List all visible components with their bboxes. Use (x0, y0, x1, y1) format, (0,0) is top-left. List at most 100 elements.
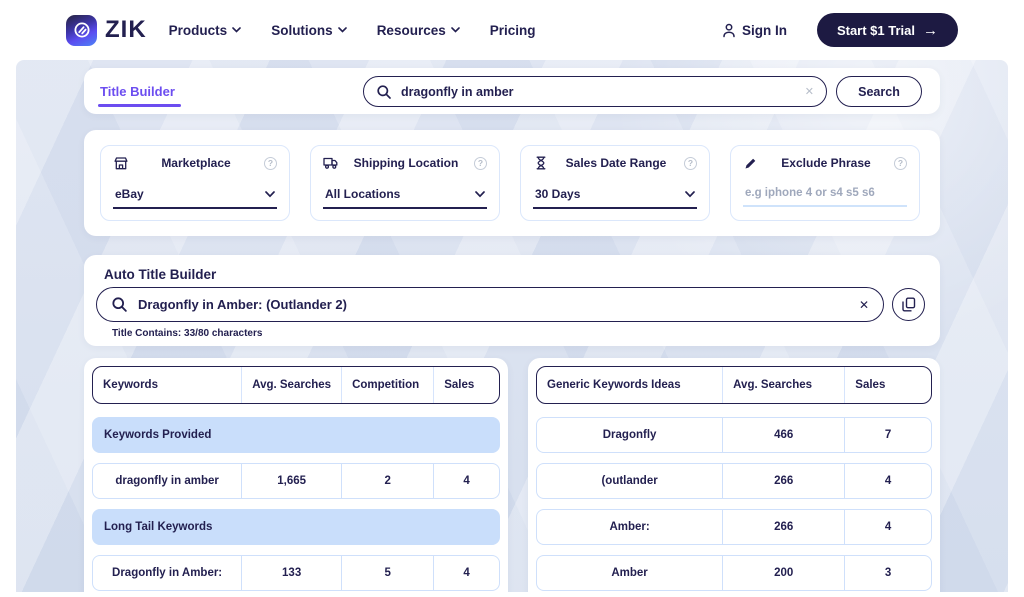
generic-table-header: Generic Keywords Ideas Avg. Searches Sal… (536, 366, 932, 404)
nav-resources-label: Resources (376, 22, 446, 38)
filter-shipping-location: Shipping Location ? All Locations (310, 145, 500, 221)
sign-in-label: Sign In (741, 22, 787, 38)
marketplace-select[interactable]: eBay (113, 187, 277, 209)
filter-exclude-phrase: Exclude Phrase ? e.g iphone 4 or s4 s5 s… (730, 145, 920, 221)
cell-competition: 2 (341, 464, 433, 498)
main-nav: Products Solutions Resources Pricing (169, 23, 536, 38)
arrow-right-icon: → (923, 21, 938, 39)
sign-in-link[interactable]: Sign In (722, 23, 787, 38)
cell-avg-searches: 266 (722, 464, 844, 498)
shipping-location-select[interactable]: All Locations (323, 187, 487, 209)
column-header: Sales (844, 367, 931, 403)
column-header: Avg. Searches (241, 367, 341, 403)
cell-sales: 4 (433, 464, 499, 498)
start-trial-label: Start $1 Trial (836, 22, 915, 38)
cell-sales: 7 (844, 418, 931, 452)
table-row[interactable]: Amber 200 3 (536, 555, 932, 591)
pencil-icon (743, 157, 758, 170)
auto-title-builder-panel: Auto Title Builder Dragonfly in Amber: (… (84, 255, 940, 346)
zik-logo-icon (66, 14, 97, 46)
nav-resources[interactable]: Resources (377, 23, 460, 38)
cell-avg-searches: 266 (722, 510, 844, 544)
table-row[interactable]: dragonfly in amber 1,665 2 4 (92, 463, 500, 499)
nav-pricing-label: Pricing (489, 22, 536, 38)
truck-icon (323, 157, 338, 169)
nav-pricing[interactable]: Pricing (490, 23, 536, 38)
table-row[interactable]: Dragonfly 466 7 (536, 417, 932, 453)
column-header: Generic Keywords Ideas (547, 379, 681, 391)
title-char-count: Title Contains: 33/80 characters (112, 328, 263, 339)
section-band-long-tail-keywords: Long Tail Keywords (92, 509, 500, 545)
column-header: Sales (433, 367, 499, 403)
top-navbar: ZIK Products Solutions Resources Pricing… (0, 0, 1024, 60)
chevron-down-icon (232, 27, 241, 33)
exclude-phrase-input[interactable]: e.g iphone 4 or s4 s5 s6 (743, 187, 907, 207)
cell-sales: 3 (844, 556, 931, 590)
section-band-keywords-provided: Keywords Provided (92, 417, 500, 453)
cell-avg-searches: 200 (722, 556, 844, 590)
cell-avg-searches: 466 (722, 418, 844, 452)
tab-title-builder-label: Title Builder (100, 83, 175, 99)
table-row[interactable]: Dragonfly in Amber: 133 5 4 (92, 555, 500, 591)
keyword-search-value: dragonfly in amber (401, 84, 514, 99)
filter-exclude-phrase-label: Exclude Phrase (781, 156, 871, 170)
filter-marketplace-label: Marketplace (161, 156, 231, 170)
column-header: Avg. Searches (722, 367, 844, 403)
nav-solutions[interactable]: Solutions (271, 23, 347, 38)
chevron-down-icon (265, 190, 275, 197)
auto-title-value: Dragonfly in Amber: (Outlander 2) (138, 297, 347, 312)
help-icon[interactable]: ? (894, 156, 907, 170)
hourglass-icon (533, 156, 548, 170)
filter-shipping-location-label: Shipping Location (353, 156, 459, 170)
cell-avg-searches: 1,665 (241, 464, 341, 498)
cell-keyword: Amber: (609, 521, 650, 533)
clear-search-icon[interactable]: ✕ (804, 86, 814, 98)
table-row[interactable]: Amber: 266 4 (536, 509, 932, 545)
help-icon[interactable]: ? (474, 156, 487, 170)
copy-icon (901, 297, 915, 312)
chevron-down-icon (337, 27, 347, 33)
sales-date-range-select[interactable]: 30 Days (533, 187, 697, 209)
help-icon[interactable]: ? (684, 156, 697, 170)
cell-keyword: Amber (611, 567, 648, 579)
table-row[interactable]: (outlander 266 4 (536, 463, 932, 499)
keyword-search-input[interactable]: dragonfly in amber ✕ (363, 76, 827, 107)
search-button[interactable]: Search (836, 76, 922, 107)
help-icon[interactable]: ? (264, 156, 277, 170)
column-header: Competition (341, 367, 433, 403)
column-header: Keywords (103, 379, 158, 391)
nav-products[interactable]: Products (169, 23, 242, 38)
title-builder-bar: Title Builder dragonfly in amber ✕ Searc… (84, 68, 940, 114)
cell-keyword: dragonfly in amber (115, 475, 219, 487)
cell-sales: 4 (844, 464, 931, 498)
storefront-icon (113, 156, 128, 170)
search-icon (377, 84, 391, 99)
filter-sales-date-range-label: Sales Date Range (565, 156, 667, 170)
page-background: Title Builder dragonfly in amber ✕ Searc… (16, 60, 1008, 592)
chevron-down-icon (685, 190, 695, 197)
filter-sales-date-range: Sales Date Range ? 30 Days (520, 145, 710, 221)
auto-title-input[interactable]: Dragonfly in Amber: (Outlander 2) ✕ (96, 287, 884, 322)
sales-date-range-value: 30 Days (535, 187, 581, 201)
start-trial-button[interactable]: Start $1 Trial → (816, 13, 958, 47)
chevron-down-icon (475, 190, 485, 197)
clear-title-icon[interactable]: ✕ (858, 297, 869, 312)
brand-name: ZIK (105, 16, 147, 43)
auto-title-builder-heading: Auto Title Builder (104, 267, 217, 282)
generic-keywords-table: Generic Keywords Ideas Avg. Searches Sal… (528, 358, 940, 592)
nav-products-label: Products (168, 22, 228, 38)
cell-keyword: Dragonfly (602, 429, 657, 441)
marketplace-value: eBay (115, 187, 144, 201)
chevron-down-icon (450, 27, 460, 33)
keywords-table: Keywords Avg. Searches Competition Sales… (84, 358, 508, 592)
copy-title-button[interactable] (892, 288, 925, 321)
filter-marketplace: Marketplace ? eBay (100, 145, 290, 221)
cell-sales: 4 (844, 510, 931, 544)
cell-keyword: Dragonfly in Amber: (112, 567, 223, 579)
zik-logo[interactable]: ZIK (66, 14, 147, 46)
cell-avg-searches: 133 (241, 556, 341, 590)
cell-keyword: (outlander (601, 475, 658, 487)
cell-competition: 5 (341, 556, 433, 590)
tab-title-builder[interactable]: Title Builder (98, 68, 181, 114)
